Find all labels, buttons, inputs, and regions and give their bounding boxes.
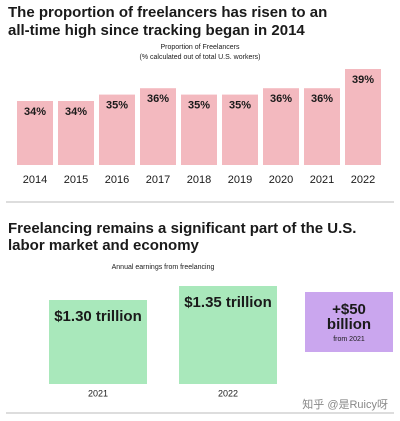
annotation-text: +$50: [332, 301, 366, 318]
annotation-subtext: from 2021: [333, 336, 365, 343]
x-tick-label: 2021: [88, 388, 108, 398]
value-label: 34%: [24, 106, 46, 118]
chart-title: Freelancing remains a significant part o…: [8, 220, 356, 237]
bar: [345, 69, 381, 165]
x-tick-label: 2016: [105, 174, 129, 186]
value-label: 39%: [352, 74, 374, 86]
bar: [263, 88, 299, 165]
x-tick-label: 2022: [218, 388, 238, 398]
chart-title: all-time high since tracking began in 20…: [8, 22, 305, 39]
x-tick-label: 2018: [187, 174, 211, 186]
chart-subtitle: Annual earnings from freelancing: [112, 264, 215, 271]
value-label: 35%: [188, 100, 210, 112]
annotation-box: [305, 292, 393, 352]
value-label: $1.30 trillion: [54, 308, 142, 325]
x-tick-label: 2019: [228, 174, 252, 186]
annotation-text: billion: [327, 316, 371, 333]
value-label: 36%: [270, 93, 292, 105]
bar: [99, 94, 135, 165]
x-tick-label: 2017: [146, 174, 170, 186]
x-tick-label: 2022: [351, 174, 375, 186]
value-label: 35%: [106, 100, 128, 112]
bar: [17, 101, 53, 165]
bar: [179, 286, 277, 384]
x-tick-label: 2020: [269, 174, 293, 186]
value-label: 35%: [229, 100, 251, 112]
x-tick-label: 2015: [64, 174, 88, 186]
x-tick-label: 2021: [310, 174, 334, 186]
chart-title: labor market and economy: [8, 237, 200, 254]
bar: [58, 101, 94, 165]
bar: [49, 300, 147, 384]
chart-subtitle: (% calculated out of total U.S. workers): [140, 54, 261, 61]
watermark: 知乎 @是Ruicy呀: [302, 397, 388, 411]
value-label: 34%: [65, 106, 87, 118]
value-label: 36%: [147, 93, 169, 105]
value-label: 36%: [311, 93, 333, 105]
bar: [181, 94, 217, 165]
bar: [222, 94, 258, 165]
bar: [304, 88, 340, 165]
chart-subtitle: Proportion of Freelancers: [161, 44, 240, 51]
chart-title: The proportion of freelancers has risen …: [8, 4, 327, 21]
bar: [140, 88, 176, 165]
x-tick-label: 2014: [23, 174, 47, 186]
value-label: $1.35 trillion: [184, 294, 272, 311]
